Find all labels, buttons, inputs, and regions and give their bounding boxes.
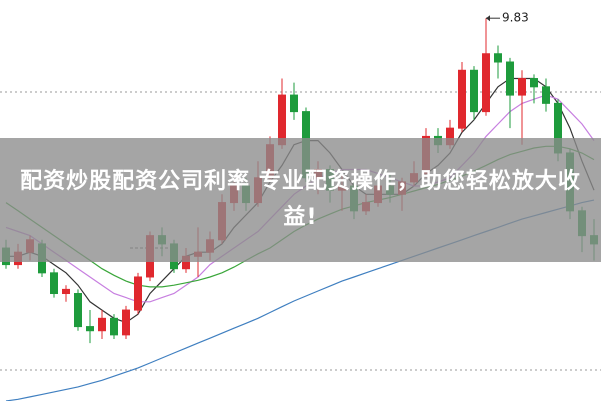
candle-body — [122, 309, 130, 336]
annotation-arrowhead — [486, 15, 490, 22]
candle-body — [62, 288, 70, 295]
candle-body — [134, 276, 142, 311]
candle-body — [518, 78, 526, 96]
annotation: 9.83 — [486, 11, 529, 25]
banner-text: 配资炒股配资公司利率 专业配资操作，助您轻松放大收益! — [20, 169, 581, 230]
candle-body — [506, 61, 514, 96]
candle-body — [482, 53, 490, 113]
banner: 配资炒股配资公司利率 专业配资操作，助您轻松放大收益! — [0, 138, 601, 262]
candle-body — [458, 69, 466, 129]
candle-body — [110, 317, 118, 336]
candle-body — [98, 317, 106, 332]
candle-body — [494, 53, 502, 63]
candle-body — [50, 272, 58, 295]
candle-body — [470, 69, 478, 113]
annotation-label: 9.83 — [502, 11, 529, 25]
candle-body — [86, 326, 94, 332]
candle-body — [542, 86, 550, 104]
candle-body — [74, 293, 82, 328]
candle-body — [290, 94, 298, 113]
candle-body — [530, 78, 538, 88]
